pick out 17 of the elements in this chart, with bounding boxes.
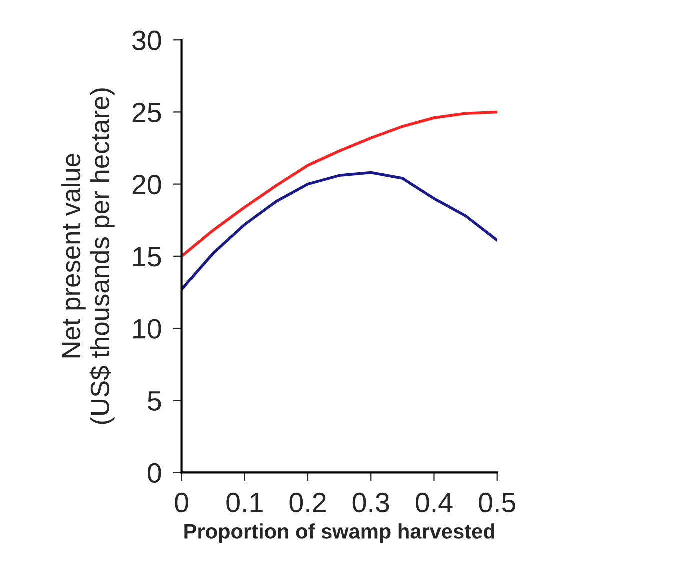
y-tick-label: 5 — [148, 392, 162, 411]
x-tick-label: 0.2 — [290, 492, 326, 513]
x-tick-label: 0.1 — [226, 492, 263, 513]
x-tick-label: 0.4 — [416, 492, 453, 513]
y-tick-label: 30 — [132, 30, 162, 50]
y-axis-title: Net present value (US$ thousands per hectare) — [61, 88, 115, 424]
y-tick-label: 10 — [134, 319, 162, 339]
y-tick-label: 20 — [132, 174, 162, 195]
y-tick-label: 15 — [134, 247, 162, 267]
x-tick-label: 0.5 — [479, 492, 516, 513]
y-tick-label: 0 — [148, 463, 162, 484]
x-tick-label: 0.3 — [352, 492, 390, 513]
y-tick-label: 25 — [132, 102, 162, 123]
x-tick-label: 0 — [175, 492, 188, 513]
line-series — [182, 171, 498, 291]
line-series — [182, 110, 498, 258]
x-axis-title: Proportion of swamp harvested — [184, 524, 494, 544]
